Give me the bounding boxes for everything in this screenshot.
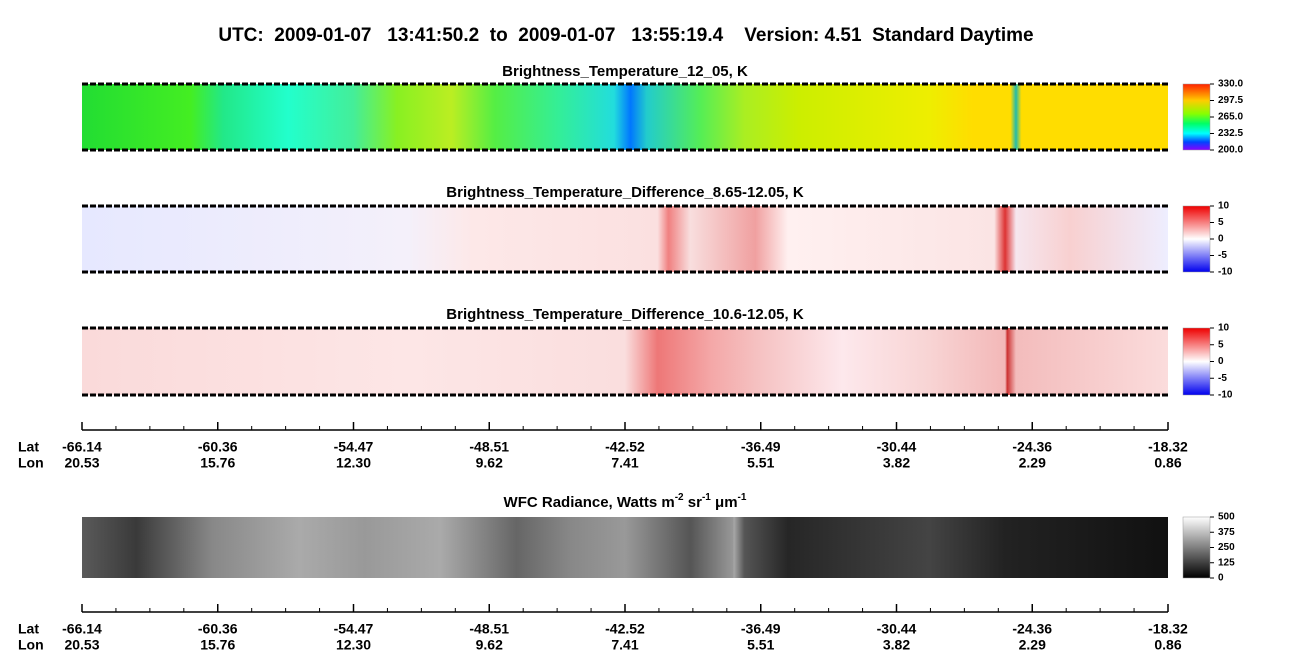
- lon-label: 20.53: [64, 455, 99, 471]
- colorbar-tick-label: -5: [1218, 373, 1227, 384]
- lon-label: 0.86: [1154, 455, 1181, 471]
- lat-label: -48.51: [469, 621, 509, 637]
- colorbar-tick-label: 10: [1218, 323, 1230, 334]
- lat-label: -36.49: [741, 621, 781, 637]
- lon-label: 20.53: [64, 637, 99, 653]
- lon-label: 15.76: [200, 637, 235, 653]
- lat-label: -60.36: [198, 439, 238, 455]
- colorbar-tick-label: 125: [1218, 557, 1235, 568]
- colorbar: [1182, 327, 1211, 396]
- title-part: Brightness_Temperature_Difference_10.6-1…: [446, 306, 804, 323]
- lat-label: -60.36: [198, 621, 238, 637]
- lon-label: 3.82: [883, 637, 910, 653]
- title-part: WFC Radiance, Watts m: [504, 494, 675, 511]
- lon-label: 0.86: [1154, 637, 1181, 653]
- lat-label: -30.44: [877, 439, 917, 455]
- lon-label: 15.76: [200, 455, 235, 471]
- colorbar-tick-label: 250: [1218, 542, 1235, 553]
- colorbar-tick-label: 0: [1218, 234, 1224, 245]
- superscript: -1: [702, 492, 711, 503]
- lon-label: 12.30: [336, 455, 371, 471]
- lat-label: -24.36: [1012, 439, 1052, 455]
- lat-label: -54.47: [334, 621, 374, 637]
- colorbar-tick-label: 375: [1218, 527, 1235, 538]
- lat-label: -42.52: [605, 621, 645, 637]
- colorbar: [1182, 205, 1211, 273]
- colorbar-tick-label: 500: [1218, 512, 1235, 523]
- colorbar-tick-label: 330.0: [1218, 79, 1243, 90]
- colorbar-tick-label: 265.0: [1218, 112, 1243, 123]
- lon-name: Lon: [18, 455, 44, 471]
- colorbar-tick-label: 0: [1218, 356, 1224, 367]
- lat-name: Lat: [18, 439, 39, 455]
- image-strip: [82, 206, 1168, 272]
- lon-label: 5.51: [747, 455, 774, 471]
- lat-label: -24.36: [1012, 621, 1052, 637]
- colorbar: [1182, 516, 1211, 579]
- lon-label: 2.29: [1019, 637, 1046, 653]
- superscript: -2: [675, 492, 684, 503]
- lat-name: Lat: [18, 621, 39, 637]
- panel-title: Brightness_Temperature_Difference_10.6-1…: [446, 306, 804, 323]
- lat-label: -30.44: [877, 621, 917, 637]
- lon-label: 9.62: [476, 455, 503, 471]
- page-title: UTC: 2009-01-07 13:41:50.2 to 2009-01-07…: [218, 25, 1033, 46]
- lon-label: 12.30: [336, 637, 371, 653]
- colorbar-tick-label: 10: [1218, 201, 1230, 212]
- title-part: Brightness_Temperature_Difference_8.65-1…: [446, 184, 804, 201]
- colorbar-tick-label: -5: [1218, 250, 1227, 261]
- colorbar-tick-label: 0: [1218, 573, 1224, 584]
- lat-label: -18.32: [1148, 621, 1188, 637]
- colorbar-tick-label: 5: [1218, 217, 1224, 228]
- superscript: -1: [738, 492, 747, 503]
- lon-name: Lon: [18, 637, 44, 653]
- lon-label: 7.41: [611, 637, 638, 653]
- title-part: sr: [684, 494, 703, 511]
- lat-label: -54.47: [334, 439, 374, 455]
- colorbar: [1182, 83, 1211, 151]
- lat-label: -36.49: [741, 439, 781, 455]
- lon-label: 9.62: [476, 637, 503, 653]
- lat-label: -66.14: [62, 621, 102, 637]
- colorbar-tick-label: 297.5: [1218, 95, 1243, 106]
- panel-title: Brightness_Temperature_12_05, K: [502, 63, 748, 80]
- lon-label: 3.82: [883, 455, 910, 471]
- colorbar-tick-label: 232.5: [1218, 128, 1243, 139]
- colorbar-tick-label: 200.0: [1218, 145, 1243, 156]
- image-strip: [82, 517, 1168, 578]
- lat-label: -18.32: [1148, 439, 1188, 455]
- lon-label: 5.51: [747, 637, 774, 653]
- panel-title: WFC Radiance, Watts m-2 sr-1 μm-1: [504, 492, 747, 511]
- title-part: μm: [711, 494, 738, 511]
- title-part: Brightness_Temperature_12_05, K: [502, 63, 748, 80]
- lat-label: -48.51: [469, 439, 509, 455]
- colorbar-tick-label: 5: [1218, 339, 1224, 350]
- lon-label: 7.41: [611, 455, 638, 471]
- panel-title: Brightness_Temperature_Difference_8.65-1…: [446, 184, 804, 201]
- colorbar-tick-label: -10: [1218, 390, 1233, 401]
- image-strip: [82, 328, 1168, 395]
- image-strip: [82, 84, 1168, 150]
- colorbar-tick-label: -10: [1218, 267, 1233, 278]
- lon-label: 2.29: [1019, 455, 1046, 471]
- lat-label: -66.14: [62, 439, 102, 455]
- lat-label: -42.52: [605, 439, 645, 455]
